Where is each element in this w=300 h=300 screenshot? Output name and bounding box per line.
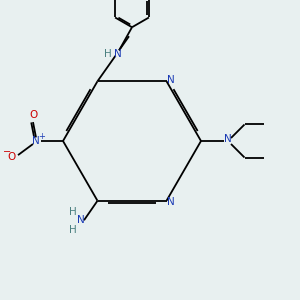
Text: N: N — [167, 197, 175, 207]
Text: +: + — [38, 132, 45, 141]
Text: N: N — [114, 49, 122, 59]
Text: N: N — [167, 75, 175, 85]
Text: N: N — [224, 134, 232, 145]
Text: H: H — [69, 225, 76, 235]
Text: H: H — [69, 207, 76, 217]
Text: O: O — [8, 152, 16, 163]
Text: N: N — [77, 215, 85, 225]
Text: N: N — [32, 136, 40, 146]
Text: H: H — [104, 49, 112, 59]
Text: −: − — [2, 147, 11, 157]
Text: O: O — [29, 110, 37, 121]
